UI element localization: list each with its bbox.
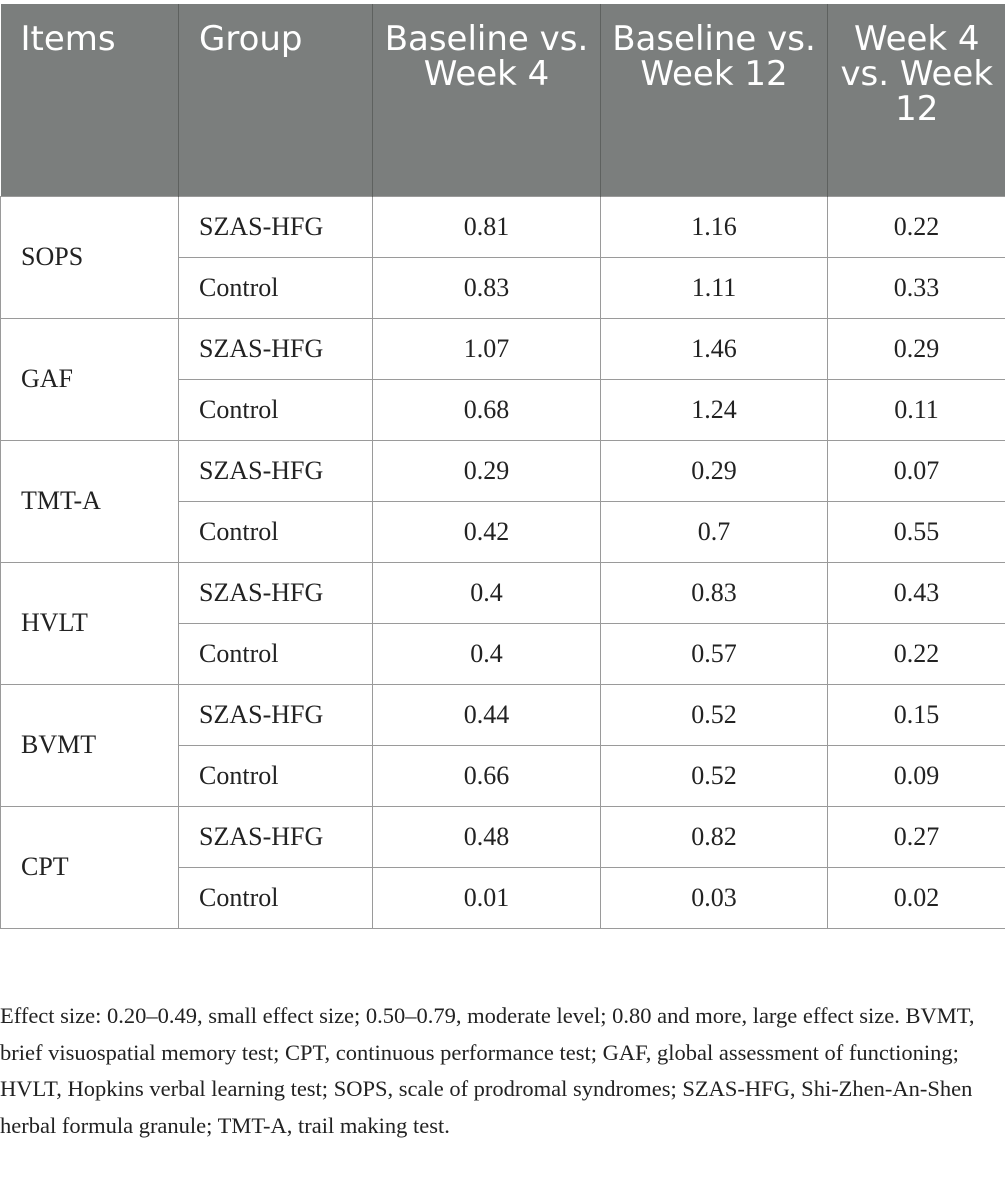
group-cell: SZAS-HFG: [178, 683, 373, 746]
group-cell: SZAS-HFG: [178, 805, 373, 868]
header-group: Group: [178, 4, 373, 196]
group-cell: Control: [178, 744, 373, 807]
value-cell: 0.01: [372, 866, 601, 929]
value-cell: 0.4: [372, 622, 601, 685]
value-cell: 1.07: [372, 317, 601, 380]
table-row: Control 0.4 0.57 0.22: [1, 622, 1005, 685]
header-week4-vs-week12: Week 4 vs. Week 12: [827, 4, 1005, 196]
effect-size-table: Items Group Baseline vs. Week 4 Baseline…: [0, 4, 1005, 929]
table-row: GAF SZAS-HFG 1.07 1.46 0.29: [0, 317, 1005, 441]
value-cell: 1.16: [600, 195, 828, 258]
value-cell: 0.15: [827, 683, 1005, 746]
item-cell: HVLT: [0, 561, 179, 685]
value-cell: 0.82: [600, 805, 828, 868]
value-cell: 0.29: [827, 317, 1005, 380]
value-cell: 0.22: [827, 622, 1005, 685]
table-body: SOPS SZAS-HFG 0.81 1.16 0.22 Control 0.83 1.11 0…: [0, 195, 1005, 929]
value-cell: 1.11: [600, 256, 828, 319]
value-cell: 0.42: [372, 500, 601, 563]
group-cell: SZAS-HFG: [178, 195, 373, 258]
group-cell: Control: [178, 866, 373, 929]
value-cell: 0.57: [600, 622, 828, 685]
value-cell: 0.68: [372, 378, 601, 441]
value-cell: 0.29: [372, 439, 601, 502]
table-row: SOPS SZAS-HFG 0.81 1.16 0.22: [0, 195, 1005, 319]
table-row: Control 0.01 0.03 0.02: [1, 866, 1005, 929]
header-items: Items: [0, 4, 179, 196]
value-cell: 0.4: [372, 561, 601, 624]
header-baseline-vs-week12: Baseline vs. Week 12: [600, 4, 828, 196]
table-header-row: Items Group Baseline vs. Week 4 Baseline…: [0, 4, 1005, 196]
table-row: Control 0.66 0.52 0.09: [1, 744, 1005, 807]
group-cell: Control: [178, 378, 373, 441]
value-cell: 0.02: [827, 866, 1005, 929]
table-row: Control 0.42 0.7 0.55: [1, 500, 1005, 563]
value-cell: 0.81: [372, 195, 601, 258]
value-cell: 1.24: [600, 378, 828, 441]
value-cell: 0.22: [827, 195, 1005, 258]
value-cell: 0.52: [600, 744, 828, 807]
group-cell: Control: [178, 256, 373, 319]
group-cell: SZAS-HFG: [178, 317, 373, 380]
group-cell: Control: [178, 500, 373, 563]
header-baseline-vs-week4: Baseline vs. Week 4: [372, 4, 601, 196]
value-cell: 1.46: [600, 317, 828, 380]
table-row: CPT SZAS-HFG 0.48 0.82 0.27: [0, 805, 1005, 929]
value-cell: 0.52: [600, 683, 828, 746]
item-cell: TMT-A: [0, 439, 179, 563]
value-cell: 0.66: [372, 744, 601, 807]
value-cell: 0.44: [372, 683, 601, 746]
item-cell: SOPS: [0, 195, 179, 319]
value-cell: 0.83: [372, 256, 601, 319]
value-cell: 0.03: [600, 866, 828, 929]
value-cell: 0.07: [827, 439, 1005, 502]
group-cell: SZAS-HFG: [178, 561, 373, 624]
item-cell: CPT: [0, 805, 179, 929]
value-cell: 0.48: [372, 805, 601, 868]
value-cell: 0.09: [827, 744, 1005, 807]
table-footnote: Effect size: 0.20–0.49, small effect siz…: [0, 1003, 975, 1138]
table-row: TMT-A SZAS-HFG 0.29 0.29 0.07: [0, 439, 1005, 563]
value-cell: 0.11: [827, 378, 1005, 441]
group-cell: Control: [178, 622, 373, 685]
group-cell: SZAS-HFG: [178, 439, 373, 502]
value-cell: 0.7: [600, 500, 828, 563]
table-row: HVLT SZAS-HFG 0.4 0.83 0.43: [0, 561, 1005, 685]
value-cell: 0.29: [600, 439, 828, 502]
value-cell: 0.27: [827, 805, 1005, 868]
value-cell: 0.43: [827, 561, 1005, 624]
value-cell: 0.83: [600, 561, 828, 624]
table-row: BVMT SZAS-HFG 0.44 0.52 0.15: [0, 683, 1005, 807]
item-cell: GAF: [0, 317, 179, 441]
value-cell: 0.55: [827, 500, 1005, 563]
value-cell: 0.33: [827, 256, 1005, 319]
item-cell: BVMT: [0, 683, 179, 807]
